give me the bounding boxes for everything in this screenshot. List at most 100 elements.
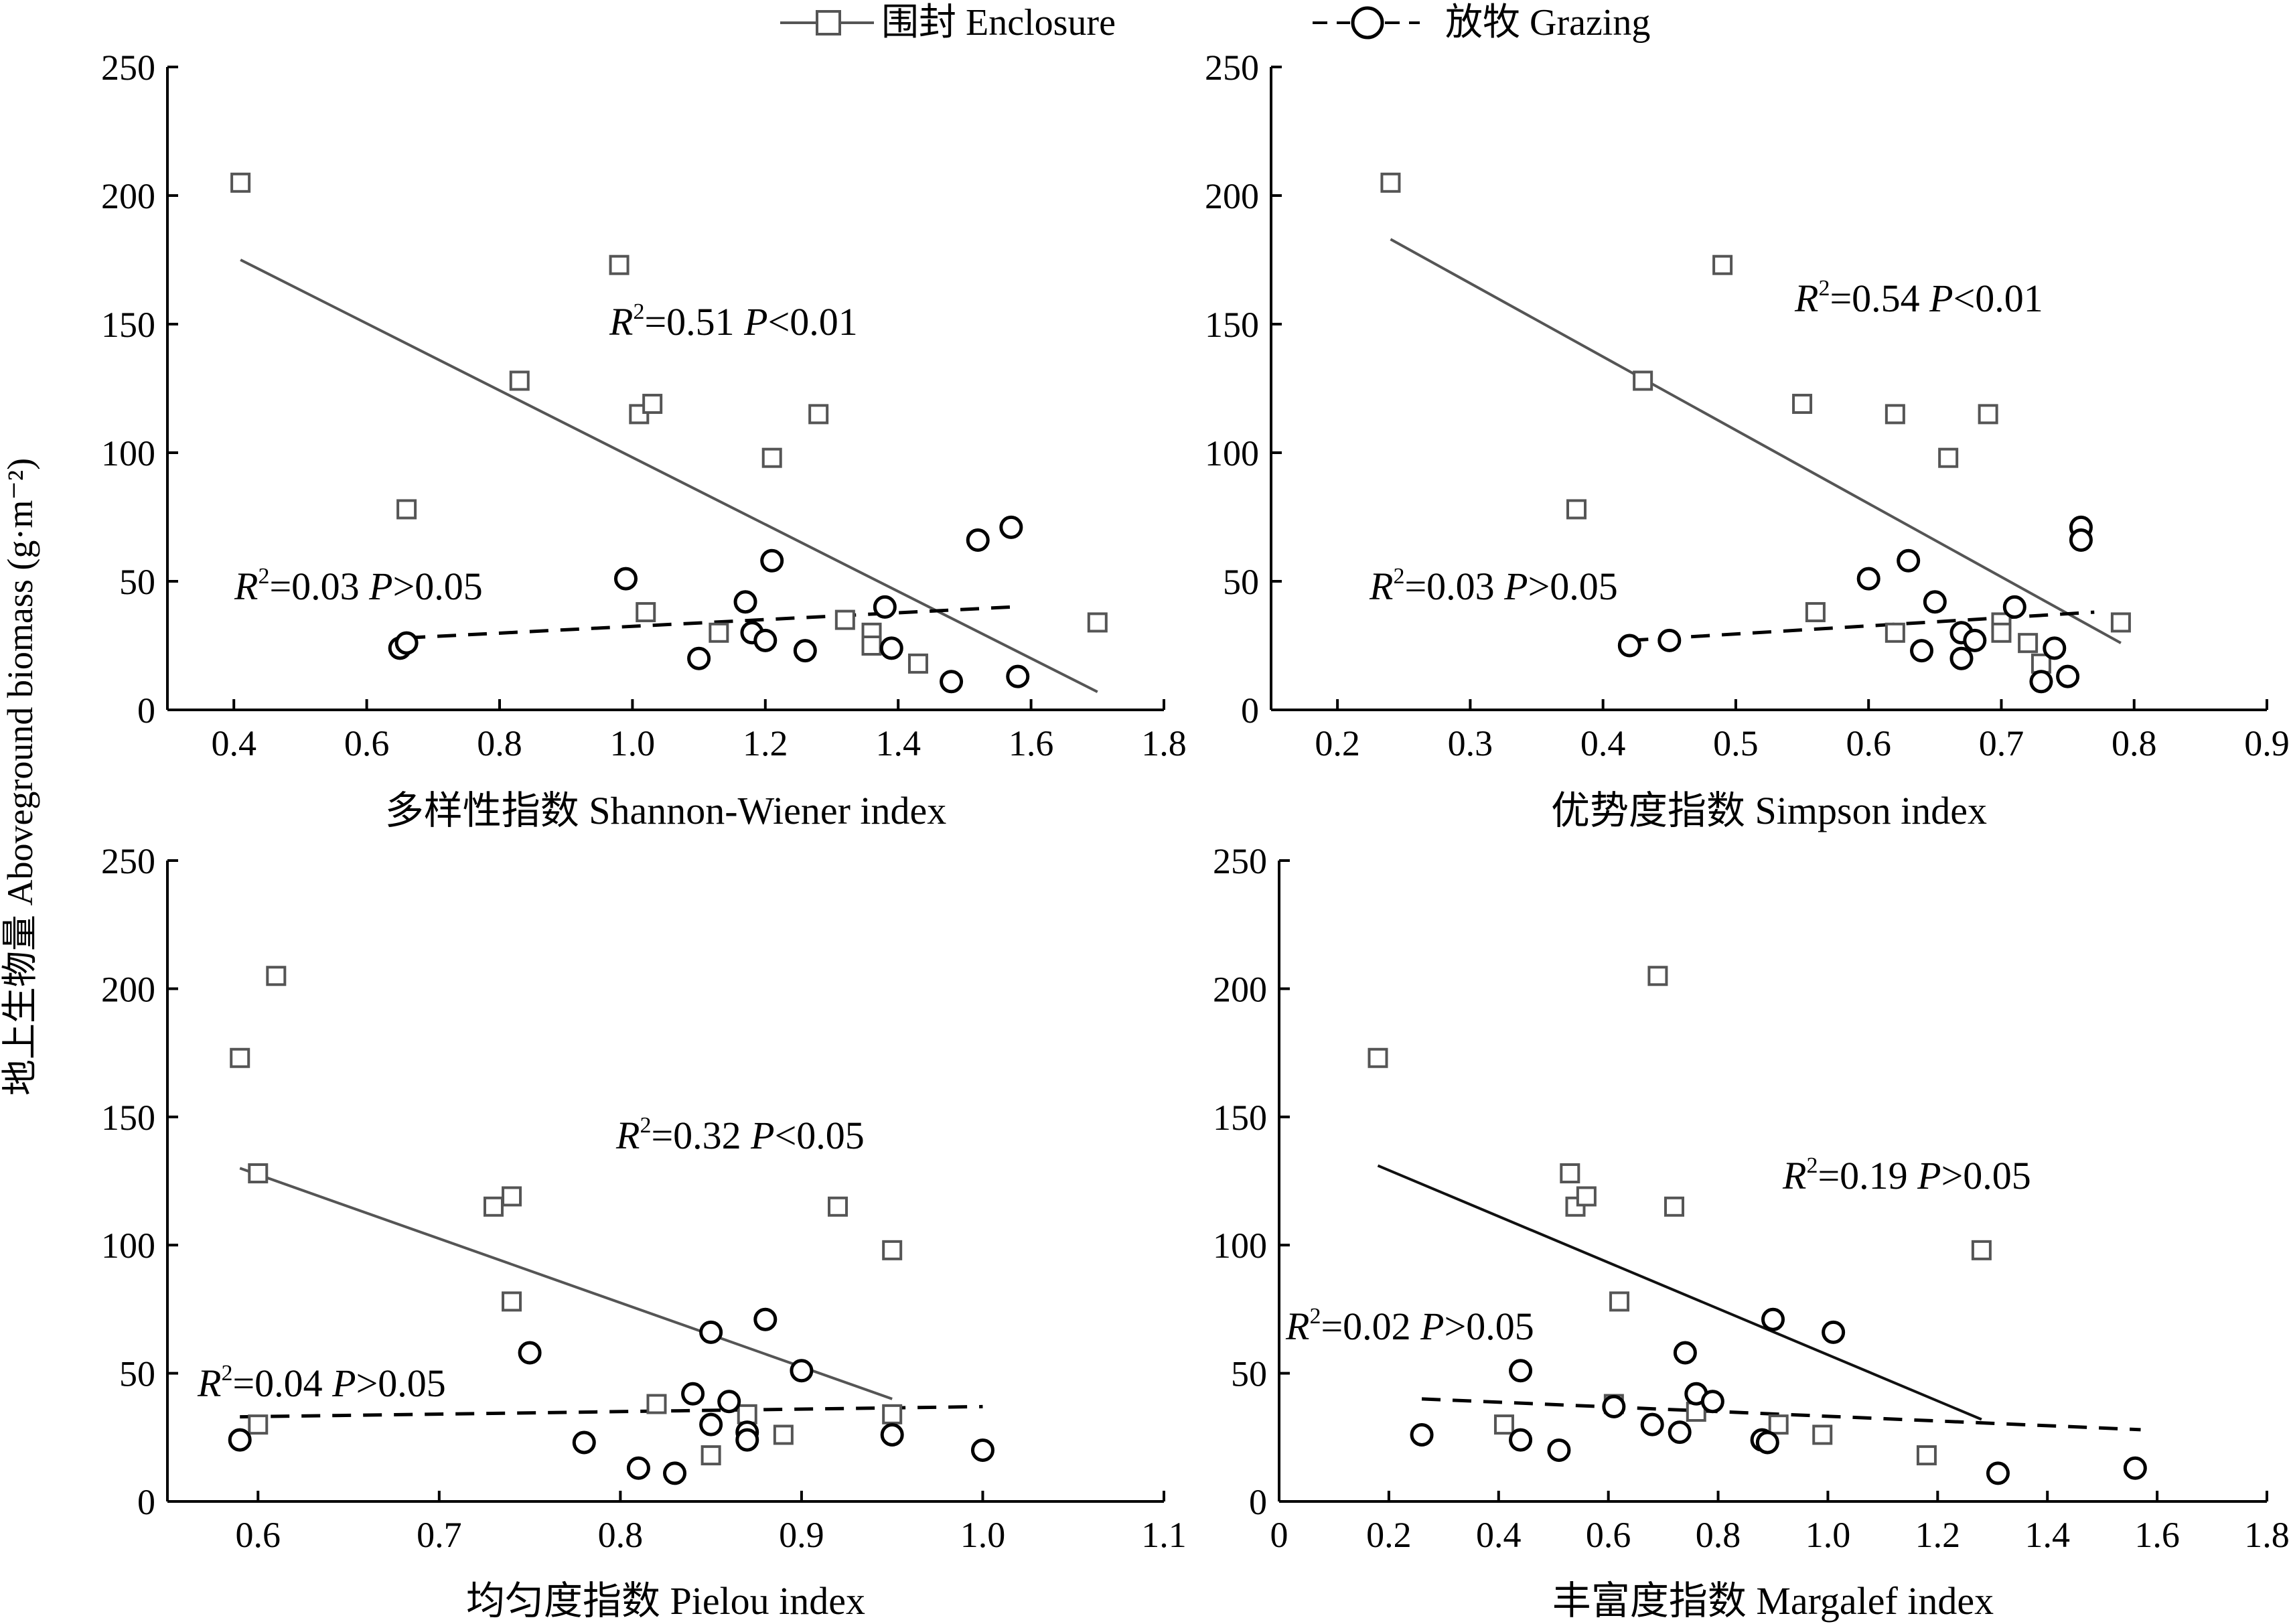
enclosure-point bbox=[1380, 172, 1401, 193]
grazing-point bbox=[663, 1461, 687, 1485]
grazing-point bbox=[1509, 1359, 1533, 1383]
legend-grazing-marker bbox=[1351, 6, 1384, 40]
grazing-point bbox=[228, 1428, 252, 1452]
grazing-point bbox=[1910, 639, 1934, 663]
x-tick-label: 1.2 bbox=[743, 723, 788, 763]
grazing-point bbox=[970, 1438, 994, 1462]
y-tick-label: 50 bbox=[119, 562, 155, 602]
x-tick-label: 0.8 bbox=[598, 1515, 644, 1555]
y-tick-label: 250 bbox=[1205, 48, 1259, 88]
enclosure-point bbox=[230, 1047, 250, 1068]
legend-enclosure-label: 围封 Enclosure bbox=[881, 2, 1116, 44]
y-tick-label: 250 bbox=[1213, 841, 1267, 881]
enclosure-stat-annotation: R2=0.19 P>0.05 bbox=[1782, 1153, 2031, 1197]
grazing-point bbox=[717, 1390, 741, 1414]
enclosure-point bbox=[828, 1196, 848, 1217]
enclosure-point bbox=[609, 254, 630, 275]
enclosure-point bbox=[266, 966, 287, 986]
y-tick-label: 50 bbox=[1223, 562, 1259, 602]
enclosure-stat-annotation: R2=0.51 P<0.01 bbox=[609, 299, 858, 344]
grazing-fit-line bbox=[240, 1404, 983, 1419]
legend-grazing-label: 放牧 Grazing bbox=[1445, 2, 1650, 44]
grazing-point bbox=[572, 1430, 596, 1455]
enclosure-point bbox=[2030, 653, 2051, 674]
enclosure-point bbox=[773, 1424, 794, 1445]
x-tick-label: 0.7 bbox=[1979, 723, 2024, 763]
legend: 围封 Enclosure 放牧 Grazing bbox=[780, 2, 1650, 44]
enclosure-point bbox=[1916, 1445, 1937, 1466]
enclosure-fit-line bbox=[1390, 238, 2122, 644]
x-tick-label: 0.8 bbox=[2112, 723, 2157, 763]
x-tick-label: 0.6 bbox=[1586, 1515, 1631, 1555]
x-tick-label: 0.8 bbox=[1696, 1515, 1741, 1555]
grazing-point bbox=[753, 1307, 778, 1331]
enclosure-point bbox=[1805, 602, 1826, 623]
x-tick-label: 1.0 bbox=[1805, 1515, 1851, 1555]
y-tick-label: 100 bbox=[101, 1226, 155, 1266]
grazing-point bbox=[2056, 664, 2080, 688]
enclosure-point bbox=[1647, 966, 1668, 986]
x-tick-label: 0.7 bbox=[417, 1515, 462, 1555]
grazing-point bbox=[1986, 1461, 2010, 1485]
x-tick-label: 0.6 bbox=[344, 723, 390, 763]
grazing-point bbox=[760, 548, 784, 573]
enclosure-point bbox=[861, 636, 882, 656]
enclosure-point bbox=[2110, 612, 2131, 633]
y-tick-label: 200 bbox=[1205, 176, 1259, 216]
enclosure-fit-line bbox=[239, 1167, 893, 1400]
y-tick-label: 150 bbox=[101, 1098, 155, 1138]
x-tick-label: 0.8 bbox=[477, 723, 522, 763]
enclosure-point bbox=[248, 1414, 269, 1435]
panel-simpson: 0 50 100 150 200 250 0.2 0.3 0.4 0.5 0.6 0.7 0.8 0.9 优… bbox=[1205, 48, 2289, 832]
enclosure-point bbox=[737, 1404, 757, 1424]
x-tick-label: 0.5 bbox=[1713, 723, 1759, 763]
grazing-point bbox=[1657, 628, 1682, 652]
grazing-point bbox=[2069, 528, 2093, 552]
enclosure-point bbox=[396, 499, 417, 520]
enclosure-point bbox=[834, 609, 855, 630]
panel-pielou: 0 50 100 150 200 250 0.6 0.7 0.8 0.9 1.0 1.1 均匀度指数 P… bbox=[101, 841, 1187, 1623]
grazing-point bbox=[1949, 646, 1974, 670]
x-tick-label: 0.3 bbox=[1448, 723, 1493, 763]
x-axis-label: 多样性指数 Shannon-Wiener index bbox=[385, 789, 947, 832]
y-tick-label: 150 bbox=[101, 305, 155, 345]
grazing-fit-line bbox=[406, 605, 1011, 640]
grazing-point bbox=[1547, 1438, 1571, 1462]
enclosure-point bbox=[1633, 370, 1653, 391]
grazing-point bbox=[1923, 590, 1947, 614]
grazing-point bbox=[1006, 664, 1030, 688]
grazing-point bbox=[1761, 1307, 1785, 1331]
y-tick-label: 150 bbox=[1213, 1098, 1267, 1138]
grazing-point bbox=[790, 1359, 814, 1383]
enclosure-point bbox=[808, 404, 829, 425]
enclosure-point bbox=[1971, 1240, 1992, 1260]
grazing-point bbox=[2029, 670, 2053, 694]
grazing-point bbox=[1509, 1428, 1533, 1452]
y-tick-label: 200 bbox=[101, 969, 155, 1009]
enclosure-point bbox=[1768, 1414, 1789, 1435]
grazing-point bbox=[735, 1428, 759, 1452]
enclosure-point bbox=[502, 1186, 522, 1207]
grazing-point bbox=[687, 646, 711, 670]
x-tick-label: 1.0 bbox=[610, 723, 656, 763]
grazing-point bbox=[966, 528, 990, 552]
enclosure-point bbox=[1712, 254, 1733, 275]
x-tick-label: 1.8 bbox=[1141, 723, 1187, 763]
grazing-point bbox=[681, 1382, 705, 1406]
grazing-point bbox=[613, 567, 638, 591]
grazing-point bbox=[1755, 1430, 1779, 1455]
enclosure-point bbox=[1493, 1414, 1514, 1435]
x-tick-label: 0.6 bbox=[236, 1515, 281, 1555]
legend-enclosure-marker bbox=[816, 10, 841, 35]
grazing-point bbox=[2002, 595, 2026, 619]
x-tick-label: 1.6 bbox=[2134, 1515, 2180, 1555]
enclosure-point bbox=[882, 1240, 903, 1260]
enclosure-point bbox=[2018, 633, 2039, 654]
enclosure-point bbox=[700, 1445, 721, 1466]
enclosure-point bbox=[1664, 1196, 1684, 1217]
x-tick-label: 0.2 bbox=[1366, 1515, 1412, 1555]
x-axis-label: 丰富度指数 Margalef index bbox=[1552, 1579, 1994, 1623]
grazing-point bbox=[753, 628, 778, 652]
grazing-point bbox=[2123, 1456, 2147, 1480]
grazing-point bbox=[394, 631, 419, 655]
